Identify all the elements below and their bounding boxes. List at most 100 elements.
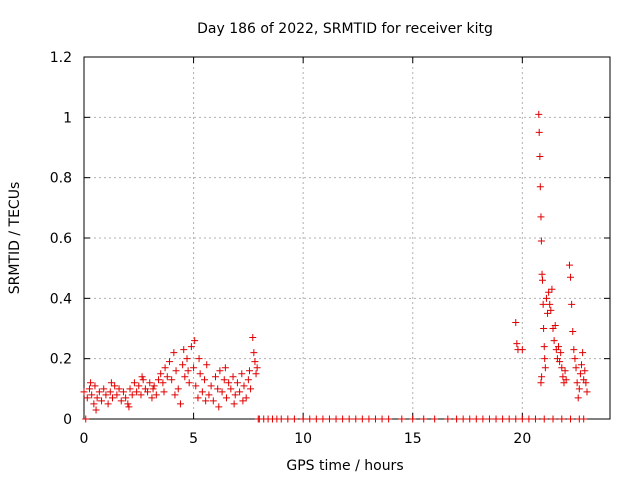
data-point [100, 385, 108, 393]
data-point [144, 388, 152, 396]
data-point [231, 391, 239, 399]
data-point [117, 397, 125, 405]
data-point [225, 379, 233, 387]
data-point [499, 415, 507, 423]
data-point [535, 110, 543, 118]
data-point [431, 415, 439, 423]
data-point [160, 388, 168, 396]
data-point [537, 213, 545, 221]
data-point [573, 379, 581, 387]
data-point [194, 394, 202, 402]
data-point [472, 415, 480, 423]
data-point [385, 415, 393, 423]
data-point [240, 382, 248, 390]
data-point [183, 355, 191, 363]
data-point [218, 388, 226, 396]
data-point [133, 388, 141, 396]
data-point [191, 337, 199, 345]
data-point [576, 370, 584, 378]
data-point [512, 415, 520, 423]
data-point [536, 153, 544, 161]
data-point [98, 397, 106, 405]
data-point [244, 376, 252, 384]
data-point [196, 370, 204, 378]
data-point [113, 391, 121, 399]
data-point [87, 379, 95, 387]
data-point [130, 379, 138, 387]
data-point [230, 400, 238, 408]
data-point [513, 340, 521, 348]
y-tick-label: 1 [63, 110, 72, 126]
data-point [236, 388, 244, 396]
data-point [90, 400, 98, 408]
data-point [157, 370, 165, 378]
data-point [192, 382, 200, 390]
data-point [551, 321, 559, 329]
data-point [545, 288, 553, 296]
data-point [578, 361, 586, 369]
data-point [580, 415, 588, 423]
grid-lines [84, 57, 610, 419]
data-point [250, 349, 258, 357]
data-point [420, 415, 428, 423]
data-point [581, 367, 589, 375]
data-point [557, 349, 565, 357]
x-tick-label: 10 [294, 431, 312, 447]
data-point [93, 394, 101, 402]
data-point [358, 415, 366, 423]
data-point [453, 415, 461, 423]
data-point [135, 382, 143, 390]
data-point [539, 300, 547, 308]
data-point [518, 415, 526, 423]
data-point [538, 373, 546, 381]
data-point [549, 415, 557, 423]
data-point [561, 367, 569, 375]
data-point [574, 394, 582, 402]
data-point [159, 379, 167, 387]
data-point [119, 388, 127, 396]
data-point [198, 388, 206, 396]
data-point [558, 415, 566, 423]
data-point [290, 415, 298, 423]
data-point [332, 415, 340, 423]
data-point [571, 355, 579, 363]
data-point [575, 385, 583, 393]
data-point [124, 400, 132, 408]
data-point [190, 364, 198, 372]
data-point [485, 415, 493, 423]
data-point [227, 385, 235, 393]
data-point [161, 364, 169, 372]
data-point [92, 406, 100, 414]
data-point [277, 415, 285, 423]
data-point [582, 379, 590, 387]
data-point [444, 415, 452, 423]
data-point [82, 415, 90, 423]
data-point [284, 415, 292, 423]
data-point [229, 373, 237, 381]
data-point [176, 400, 184, 408]
data-point [126, 385, 134, 393]
data-point [165, 358, 173, 366]
data-point [168, 376, 176, 384]
data-point [201, 376, 209, 384]
data-point [249, 334, 257, 342]
data-point [559, 373, 567, 381]
data-point [540, 325, 548, 332]
data-point [570, 346, 578, 354]
data-point [146, 379, 154, 387]
data-point [102, 391, 110, 399]
data-point [107, 379, 115, 387]
data-point [541, 355, 549, 363]
data-point [247, 385, 255, 393]
data-point [583, 388, 591, 396]
data-point [398, 415, 406, 423]
data-point [195, 355, 203, 363]
data-point [111, 382, 119, 390]
data-point [83, 394, 91, 402]
data-point [104, 400, 112, 408]
data-point [212, 373, 219, 381]
y-tick-label: 0.4 [50, 291, 72, 307]
y-axis-label: SRMTID / TECUs [7, 182, 23, 295]
data-point [579, 349, 587, 357]
